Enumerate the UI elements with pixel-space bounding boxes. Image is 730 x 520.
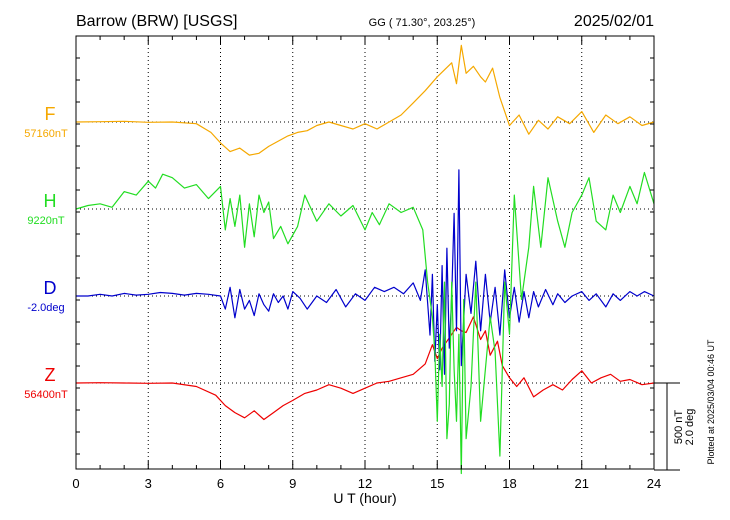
x-tick-label: 15 [430,476,444,491]
scale-bar-nt: 500 nT [673,410,685,445]
x-axis-label: U T (hour) [333,490,396,506]
plotted-at-note: Plotted at 2025/03/04 00:46 UT [706,339,716,465]
series-baseline-h: 9220nT [27,215,65,227]
coordinates-label: GG ( 71.30°, 203.25°) [369,17,476,29]
x-tick-label: 0 [72,476,79,491]
series-name-f: F [45,104,56,124]
grid [147,36,583,469]
date-label: 2025/02/01 [574,13,654,30]
x-tick-label: 6 [217,476,224,491]
series-baseline-f: 57160nT [24,128,68,140]
series-labels: F 57160nT H 9220nT D -2.0deg Z 56400nT [24,104,68,401]
station-title: Barrow (BRW) [USGS] [76,13,238,30]
series-line-z [75,316,655,421]
x-tick-label: 21 [575,476,589,491]
x-tick-label: 9 [289,476,296,491]
x-tick-label: 3 [145,476,152,491]
series-line-h [75,171,655,475]
series-name-h: H [44,191,57,211]
series-baseline-z: 56400nT [24,389,68,401]
series-name-d: D [44,278,57,298]
series-baseline-d: -2.0deg [27,302,64,314]
x-tick-label: 24 [647,476,661,491]
x-tick-label: 18 [502,476,516,491]
scale-bar: 500 nT 2.0 deg [654,382,696,471]
scale-bar-deg: 2.0 deg [684,409,696,446]
series-line-f [75,44,655,156]
x-tick-label: 12 [358,476,372,491]
series-layer [75,44,655,475]
series-name-z: Z [45,365,56,385]
x-axis: 0 3 6 9 12 15 18 21 24 [72,35,661,491]
